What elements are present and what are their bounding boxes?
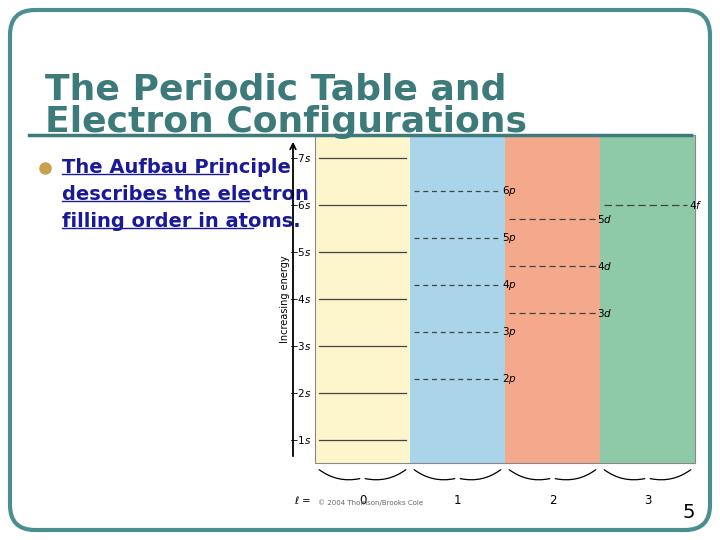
Bar (600, 135, 695, 463)
Bar (315, 135, 695, 463)
Text: The Periodic Table and: The Periodic Table and (45, 72, 506, 106)
Text: $4p$: $4p$ (502, 278, 517, 292)
Text: The Aufbau Principle: The Aufbau Principle (62, 158, 291, 177)
Text: 1: 1 (454, 494, 462, 507)
Text: 2: 2 (549, 494, 557, 507)
Bar (410, 135, 505, 463)
Text: © 2004 Thomson/Brooks Cole: © 2004 Thomson/Brooks Cole (318, 500, 423, 506)
Text: $-1s$: $-1s$ (289, 434, 311, 445)
Text: $-2s$: $-2s$ (289, 387, 311, 399)
Text: 0: 0 (359, 494, 366, 507)
Text: $-5s$: $-5s$ (289, 246, 311, 258)
Text: $\ell$ =: $\ell$ = (294, 494, 311, 506)
Text: $5p$: $5p$ (502, 231, 517, 245)
Text: $-7s$: $-7s$ (289, 152, 311, 164)
Bar (315, 135, 410, 463)
Text: filling order in atoms.: filling order in atoms. (62, 212, 301, 231)
FancyBboxPatch shape (10, 10, 710, 530)
Text: $2p$: $2p$ (502, 372, 517, 386)
Text: $-4s$: $-4s$ (289, 293, 311, 305)
Text: Increasing energy: Increasing energy (280, 255, 290, 343)
Text: describes the electron: describes the electron (62, 185, 309, 204)
Text: $5d$: $5d$ (597, 213, 612, 225)
Text: $4f$: $4f$ (689, 199, 703, 211)
Text: Electron Configurations: Electron Configurations (45, 105, 527, 139)
Text: 3: 3 (644, 494, 651, 507)
Text: 5: 5 (683, 503, 695, 522)
Text: $6p$: $6p$ (502, 184, 517, 198)
Text: $4d$: $4d$ (597, 260, 612, 272)
Text: $-3s$: $-3s$ (289, 340, 311, 352)
Bar (505, 135, 600, 463)
Text: $3p$: $3p$ (502, 325, 517, 339)
Text: $3d$: $3d$ (597, 307, 612, 319)
Text: $-6s$: $-6s$ (289, 199, 311, 211)
